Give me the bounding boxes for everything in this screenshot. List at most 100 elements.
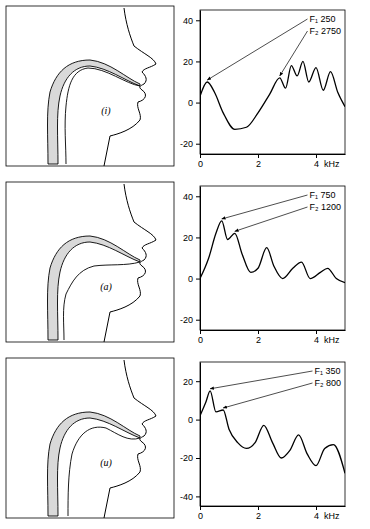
y-tick-label: 20: [183, 233, 193, 243]
x-tick-mark: [200, 330, 201, 334]
x-axis-title: kHz: [324, 335, 340, 345]
x-tick-mark: [200, 154, 201, 158]
y-tick: -20: [180, 139, 200, 149]
y-tick-mark: [196, 196, 200, 197]
y-tick-label: -40: [180, 492, 193, 502]
y-axis: -20 0 20 40: [180, 187, 201, 331]
y-tick-label: 0: [188, 415, 193, 425]
vocal-tract: [48, 236, 141, 340]
y-tick: -40: [180, 492, 200, 502]
y-axis-line: [200, 187, 201, 331]
y-tick: 20: [183, 233, 200, 243]
y-tick-label: -20: [180, 315, 193, 325]
y-tick: -20: [180, 315, 200, 325]
x-tick-label: 0: [198, 335, 203, 345]
annotations: F₁ 750F₂ 1200: [222, 190, 341, 231]
plot-area: [200, 391, 345, 474]
x-tick-mark: [258, 330, 259, 334]
y-tick-mark: [196, 420, 200, 421]
panel: (u) -40 -20 0 20 0 2 4 kHz F₁ 350F₂ 800: [6, 358, 346, 521]
annotation-arrow: [235, 207, 308, 231]
x-tick-label: 0: [198, 511, 203, 521]
annotation-arrow: [223, 383, 312, 408]
x-tick-mark: [200, 506, 201, 510]
plot-area: [200, 221, 345, 283]
x-axis-line: [201, 330, 346, 331]
x-axis-line: [201, 506, 346, 507]
annotation-label: F₂ 2750: [309, 26, 341, 36]
x-tick-label: 0: [198, 159, 203, 169]
vocal-tract: [48, 412, 141, 516]
x-axis-line: [201, 154, 346, 155]
annotations: F₁ 250 F₂ 2750: [207, 14, 341, 80]
x-tick: 4: [314, 330, 319, 345]
spectrum-line: [200, 61, 345, 129]
y-tick-mark: [196, 144, 200, 145]
spectrum-line: [200, 391, 345, 474]
annotation-arrow: [280, 31, 308, 76]
y-tick-label: 20: [183, 57, 193, 67]
y-tick: 40: [183, 192, 200, 202]
y-axis: -40 -20 0 20: [180, 363, 201, 507]
x-tick: 0: [198, 506, 203, 521]
x-tick-label: 4: [314, 335, 319, 345]
x-tick: 0: [198, 154, 203, 169]
plot-frame: [200, 362, 345, 506]
vocal-tract-sketch: (a): [6, 182, 174, 342]
x-tick-mark: [316, 506, 317, 510]
x-tick: 2: [256, 330, 261, 345]
y-tick: 0: [188, 415, 200, 425]
y-tick-mark: [196, 496, 200, 497]
vocal-tract-sketch: (u): [6, 358, 174, 518]
sketch-frame: [6, 6, 174, 166]
x-axis-title: kHz: [324, 511, 340, 521]
panel-title: (a): [100, 281, 112, 293]
y-axis-line: [200, 11, 201, 155]
y-tick-mark: [196, 237, 200, 238]
annotations: F₁ 350F₂ 800: [210, 366, 341, 408]
sketch-frame: [6, 182, 174, 342]
x-tick-label: 4: [314, 511, 319, 521]
y-tick-mark: [196, 61, 200, 62]
y-tick-label: 0: [188, 274, 193, 284]
y-tick-mark: [196, 103, 200, 104]
panel: (i) -20 0 20 40 0 2 4 kHz F₁ 250 F₂ 2750: [6, 6, 346, 169]
x-axis: 0 2 4: [198, 154, 346, 169]
vocal-tract: [48, 60, 141, 164]
x-tick-mark: [316, 330, 317, 334]
y-axis: -20 0 20 40: [180, 11, 201, 155]
vocal-tract-sketch: (i): [6, 6, 174, 166]
y-tick-label: 20: [183, 377, 193, 387]
x-axis: 0 2 4: [198, 506, 346, 521]
annotation-arrow: [207, 19, 307, 80]
face-profile: [104, 184, 156, 342]
y-tick-label: 40: [183, 16, 193, 26]
y-tick: 0: [188, 98, 200, 108]
tongue: [68, 427, 140, 516]
y-tick-label: -20: [180, 139, 193, 149]
x-tick: 2: [256, 506, 261, 521]
x-axis: 0 2 4: [198, 330, 346, 345]
x-tick: 2: [256, 154, 261, 169]
plot-area: [200, 61, 345, 129]
tongue: [65, 68, 140, 164]
x-tick-label: 2: [256, 511, 261, 521]
y-tick: 20: [183, 57, 200, 67]
x-tick-label: 2: [256, 159, 261, 169]
y-tick-mark: [196, 320, 200, 321]
x-tick: 0: [198, 330, 203, 345]
spectrum-line: [200, 221, 345, 283]
y-tick-label: -20: [180, 453, 193, 463]
y-tick: 0: [188, 274, 200, 284]
annotation-label: F₁ 250: [309, 14, 335, 24]
x-tick-label: 4: [314, 159, 319, 169]
y-tick: -20: [180, 453, 200, 463]
y-tick: 40: [183, 16, 200, 26]
x-tick-mark: [258, 506, 259, 510]
x-tick: 4: [314, 506, 319, 521]
x-axis-title: kHz: [324, 159, 340, 169]
y-tick: 20: [183, 377, 200, 387]
x-tick-label: 2: [256, 335, 261, 345]
y-tick-mark: [196, 458, 200, 459]
tongue: [64, 262, 141, 340]
